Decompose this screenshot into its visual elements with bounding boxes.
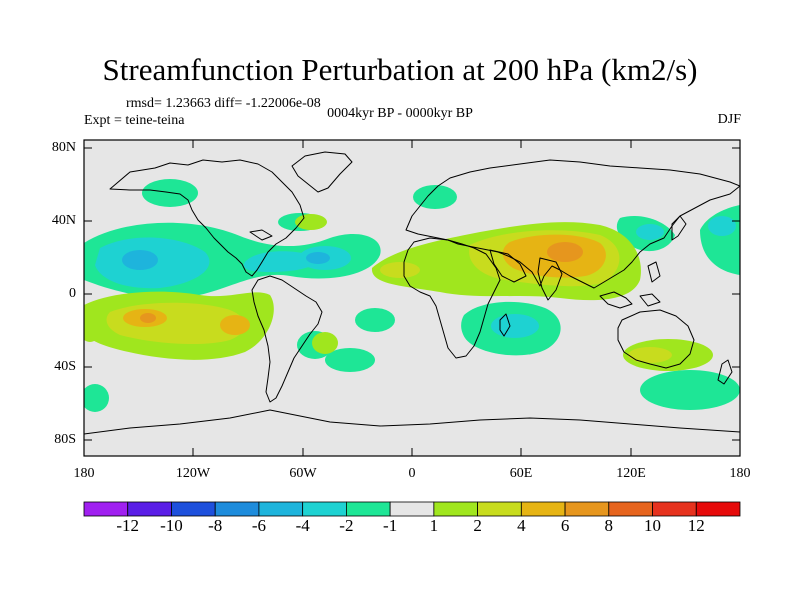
colorbar-label: 8 bbox=[604, 516, 614, 535]
colorbar-label: 6 bbox=[560, 516, 570, 535]
colorbar-swatch bbox=[389, 501, 435, 517]
colorbar-label: -6 bbox=[251, 516, 266, 535]
colorbar-swatch bbox=[652, 501, 697, 517]
season-label: DJF bbox=[717, 112, 741, 127]
colorbar-swatch bbox=[477, 501, 522, 517]
colorbar-swatch bbox=[258, 501, 304, 517]
colorbar-label: 10 bbox=[644, 516, 662, 535]
lon-label-120e: 120E bbox=[616, 466, 646, 481]
experiment-label: Expt = teine-teina bbox=[84, 113, 185, 128]
colorbar-label: 4 bbox=[517, 516, 526, 535]
colorbar-label: 12 bbox=[687, 516, 705, 535]
lon-label-180w: 180 bbox=[73, 466, 95, 481]
colorbar-label: -4 bbox=[295, 516, 310, 535]
colorbar-swatch bbox=[214, 501, 260, 517]
colorbar-swatch bbox=[302, 501, 347, 517]
colorbar-label: 1 bbox=[429, 516, 439, 535]
tick-marks bbox=[83, 140, 741, 456]
colorbar-label: -10 bbox=[160, 516, 183, 535]
lon-label-180e: 180 bbox=[729, 466, 751, 481]
coastlines bbox=[84, 151, 740, 435]
colorbar-swatch bbox=[171, 501, 216, 517]
colorbar-swatch bbox=[695, 501, 741, 517]
colorbar-swatch bbox=[433, 501, 478, 517]
colorbar bbox=[83, 501, 741, 517]
colorbar-swatch bbox=[564, 501, 610, 517]
contour-level-plus6 bbox=[140, 242, 583, 323]
lat-label-40s: 40S bbox=[54, 359, 76, 374]
lat-label-80s: 80S bbox=[54, 432, 76, 447]
lon-label-120w: 120W bbox=[175, 466, 211, 481]
lat-label-0: 0 bbox=[69, 286, 76, 301]
lat-label-80n: 80N bbox=[51, 140, 76, 155]
lon-label-60e: 60E bbox=[509, 466, 533, 481]
colorbar-swatch bbox=[608, 501, 653, 517]
colorbar-label: 2 bbox=[473, 516, 482, 535]
colorbar-swatch bbox=[345, 501, 391, 517]
map-title: Streamfunction Perturbation at 200 hPa (… bbox=[102, 52, 698, 87]
rmsd-stats: rmsd= 1.23663 diff= -1.22006e-08 bbox=[126, 96, 321, 111]
contour-level-minus4 bbox=[122, 250, 330, 270]
colorbar-swatch bbox=[520, 501, 566, 517]
lon-label-60w: 60W bbox=[289, 466, 317, 481]
lon-label-0: 0 bbox=[408, 466, 416, 481]
colorbar-swatch bbox=[127, 501, 172, 517]
colorbar-label: -8 bbox=[208, 516, 223, 535]
colorbar-label: -2 bbox=[339, 516, 354, 535]
colorbar-swatch bbox=[83, 501, 129, 517]
colorbar-label: -1 bbox=[383, 516, 398, 535]
period-label: 0004kyr BP - 0000kyr BP bbox=[327, 106, 473, 121]
lat-label-40n: 40N bbox=[51, 213, 76, 228]
colorbar-label: -12 bbox=[116, 516, 140, 535]
contour-fills bbox=[84, 151, 740, 435]
